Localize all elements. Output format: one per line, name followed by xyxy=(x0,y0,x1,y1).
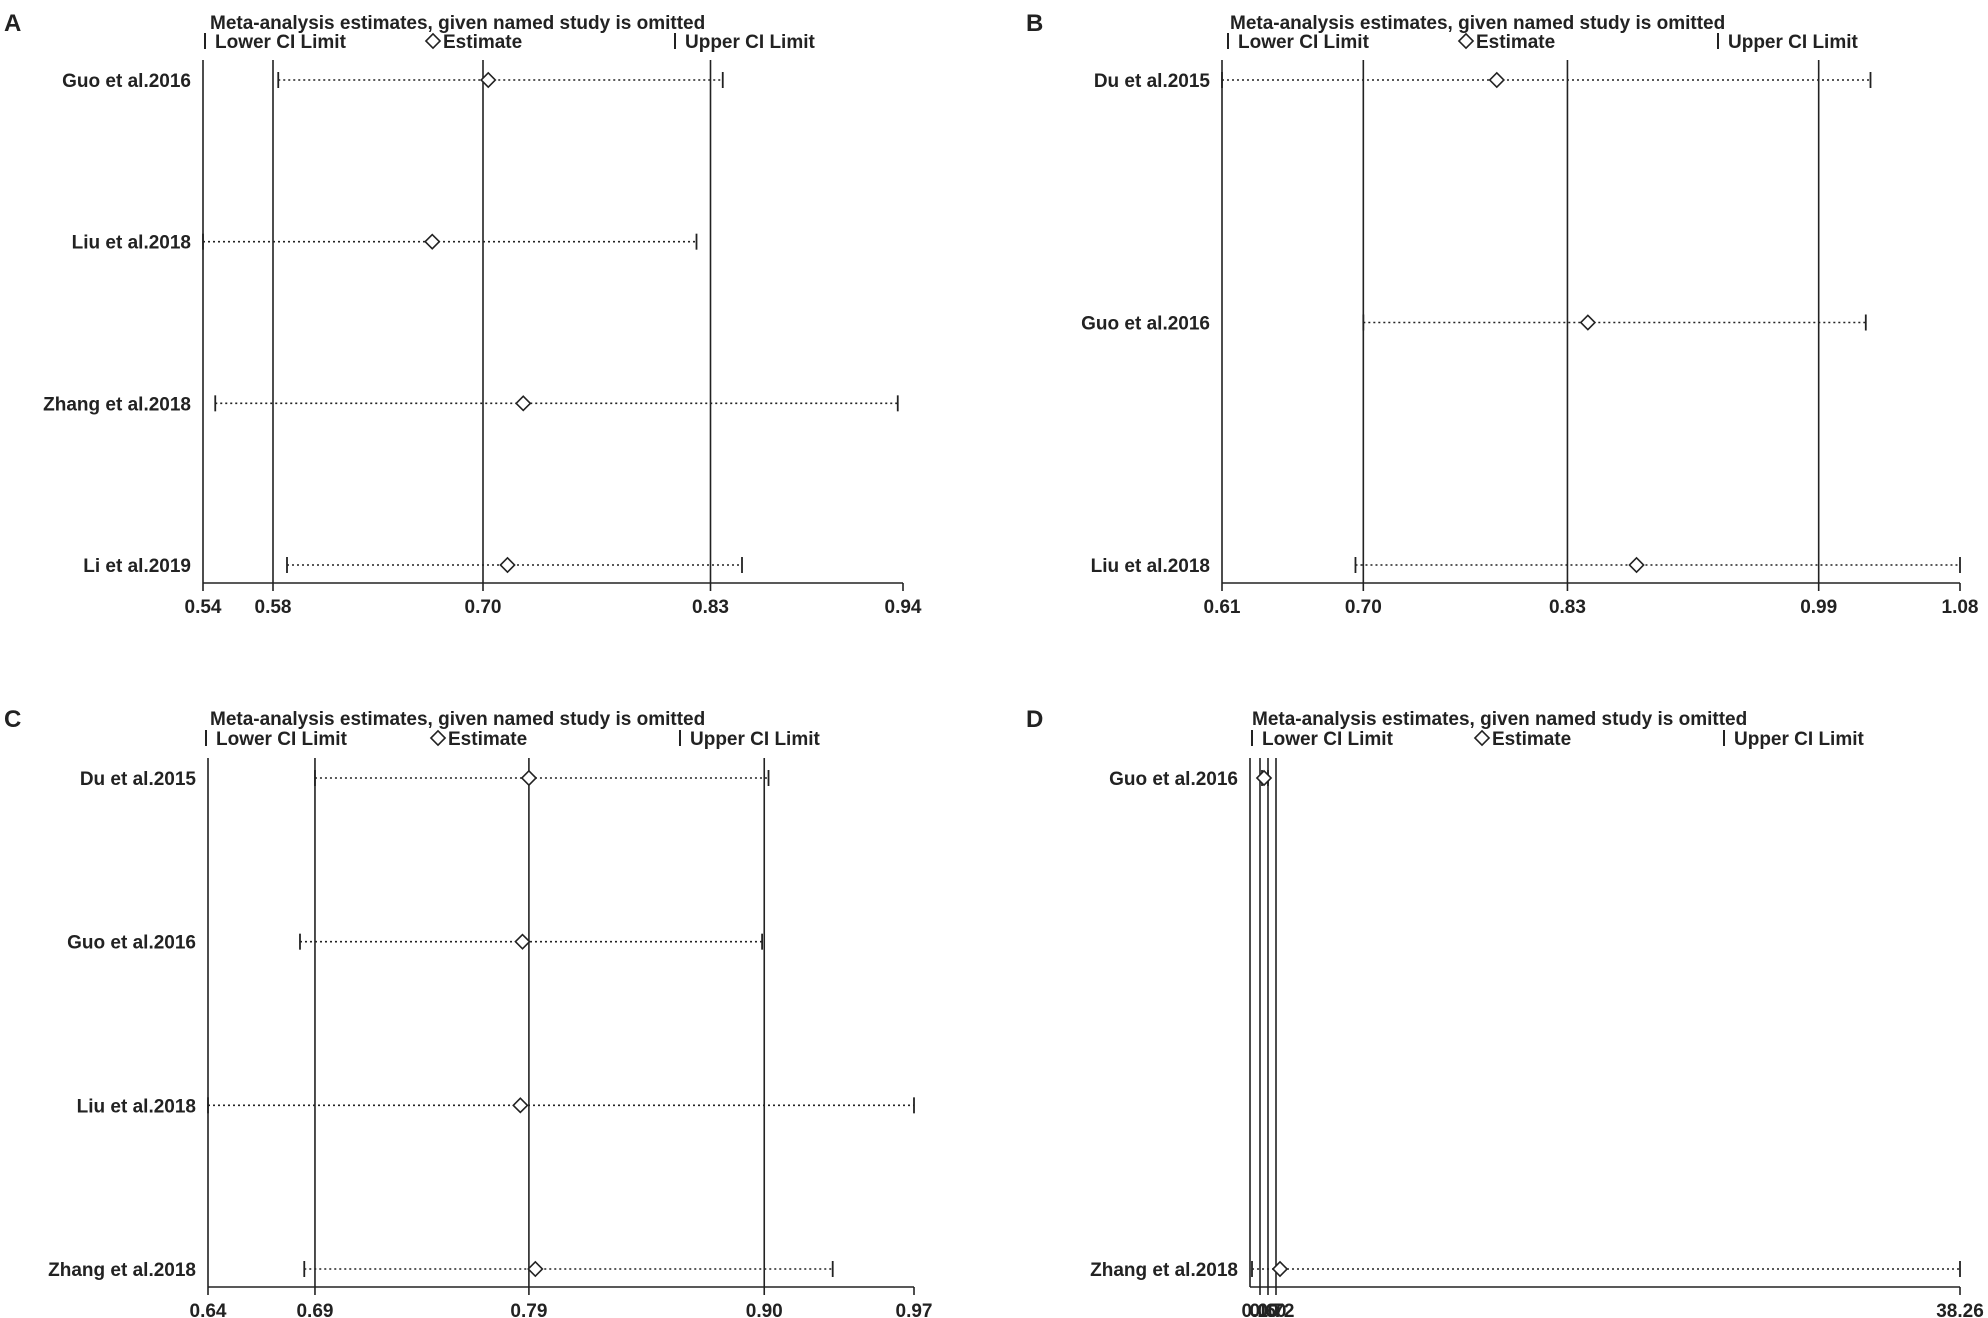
panel-label: A xyxy=(4,10,21,37)
legend: Lower CI Limit Estimate Upper CI Limit xyxy=(204,32,816,53)
study-label: Zhang et al.2018 xyxy=(1090,1260,1238,1281)
estimate-marker xyxy=(520,769,538,787)
study-label: Liu et al.2018 xyxy=(77,1096,196,1117)
legend-upper-label: Upper CI Limit xyxy=(1728,32,1859,53)
study-label: Liu et al.2018 xyxy=(72,233,191,254)
legend-estimate-label: Estimate xyxy=(1492,729,1571,750)
estimate-marker xyxy=(512,1097,529,1114)
legend-lower-label: Lower CI Limit xyxy=(1238,32,1370,53)
study-label: Li et al.2019 xyxy=(83,556,191,577)
legend-upper-label: Upper CI Limit xyxy=(690,729,821,750)
panel-b: B Meta-analysis estimates, given named st… xyxy=(1026,10,1978,618)
panel-label: C xyxy=(4,706,21,733)
x-tick-label: 0.70 xyxy=(1345,597,1382,618)
legend-estimate-label: Estimate xyxy=(1476,32,1555,53)
study-label: Zhang et al.2018 xyxy=(43,394,191,415)
x-tick-label: 0.99 xyxy=(1800,597,1837,618)
legend-lower-label: Lower CI Limit xyxy=(1262,729,1394,750)
estimate-marker xyxy=(514,933,531,950)
chart-title: Meta-analysis estimates, given named stu… xyxy=(1230,13,1725,34)
chart-title: Meta-analysis estimates, given named stu… xyxy=(210,13,705,34)
x-tick-label: 1.08 xyxy=(1942,597,1979,618)
x-tick-label: 0.70 xyxy=(465,597,502,618)
x-tick-label: 0.79 xyxy=(510,1301,547,1318)
study-label: Du et al.2015 xyxy=(80,769,197,790)
x-tick-label: 38.26 xyxy=(1936,1301,1984,1318)
study-label: Liu et al.2018 xyxy=(1091,556,1210,577)
estimate-marker xyxy=(1488,71,1505,89)
study-label: Guo et al.2016 xyxy=(67,933,196,954)
estimate-marker xyxy=(480,71,497,89)
x-tick-label: 0.61 xyxy=(1204,597,1241,618)
x-tick-label: 0.64 xyxy=(190,1301,227,1318)
study-label: Zhang et al.2018 xyxy=(48,1260,196,1281)
panel-label: D xyxy=(1026,706,1043,733)
estimate-marker xyxy=(1271,1260,1289,1278)
estimate-marker xyxy=(1255,769,1273,787)
legend-lower-label: Lower CI Limit xyxy=(215,32,347,53)
x-tick-label: 0.97 xyxy=(896,1301,933,1318)
study-label: Guo et al.2016 xyxy=(62,71,191,92)
estimate-marker xyxy=(515,395,532,412)
x-tick-label: 0.69 xyxy=(296,1301,333,1318)
legend-estimate-marker xyxy=(1457,32,1475,50)
chart-title: Meta-analysis estimates, given named stu… xyxy=(210,709,705,730)
legend-estimate-marker xyxy=(1473,729,1491,747)
estimate-marker xyxy=(527,1260,544,1278)
x-tick-label: 0.90 xyxy=(746,1301,783,1318)
estimate-marker xyxy=(424,233,441,250)
legend: Lower CI Limit Estimate Upper CI Limit xyxy=(1251,729,1865,750)
panel-d: D Meta-analysis estimates, given named st… xyxy=(1026,706,1984,1318)
x-tick-label: 0.83 xyxy=(1549,597,1586,618)
estimate-marker xyxy=(1628,556,1645,574)
x-tick-label: 0.54 xyxy=(185,597,222,618)
legend-estimate-marker xyxy=(424,32,442,50)
panel-label: B xyxy=(1026,10,1043,37)
legend-upper-label: Upper CI Limit xyxy=(1734,729,1865,750)
study-label: Guo et al.2016 xyxy=(1109,769,1238,790)
study-label: Guo et al.2016 xyxy=(1081,314,1210,335)
x-tick-label: 0.10 xyxy=(1242,1301,1279,1318)
legend-estimate-marker xyxy=(429,729,447,747)
x-tick-label: 0.58 xyxy=(255,597,292,618)
legend: Lower CI Limit Estimate Upper CI Limit xyxy=(1227,32,1859,53)
chart-title: Meta-analysis estimates, given named stu… xyxy=(1252,709,1747,730)
legend-lower-label: Lower CI Limit xyxy=(216,729,348,750)
legend: Lower CI Limit Estimate Upper CI Limit xyxy=(205,729,821,750)
legend-estimate-label: Estimate xyxy=(443,32,522,53)
legend-estimate-label: Estimate xyxy=(448,729,527,750)
legend-upper-label: Upper CI Limit xyxy=(685,32,816,53)
panel-c: C Meta-analysis estimates, given named st… xyxy=(4,706,932,1318)
x-tick-label: 0.83 xyxy=(692,597,729,618)
estimate-marker xyxy=(499,556,516,574)
estimate-marker xyxy=(1579,314,1597,331)
x-tick-label: 0.72 xyxy=(1258,1301,1295,1318)
x-tick-label: 0.60 xyxy=(1250,1301,1287,1318)
x-tick-label: 0.94 xyxy=(885,597,922,618)
panel-a: A Meta-analysis estimates, given named st… xyxy=(4,10,922,618)
study-label: Du et al.2015 xyxy=(1094,71,1211,92)
